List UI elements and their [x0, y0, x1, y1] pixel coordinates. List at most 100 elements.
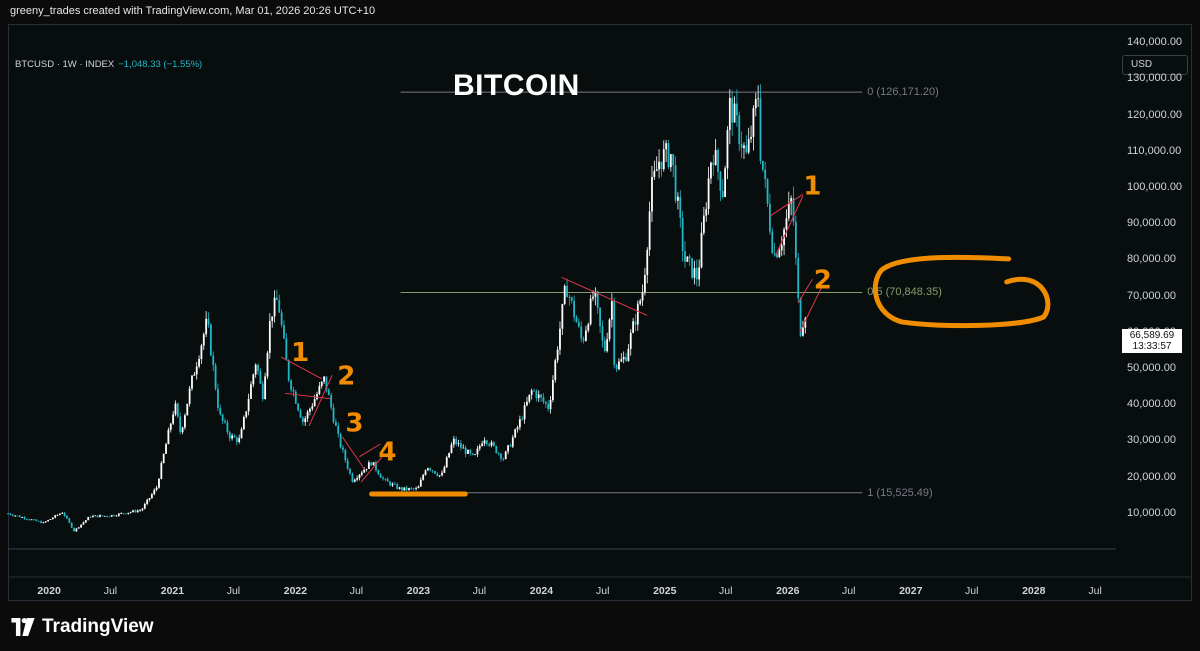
trendline-group	[281, 193, 822, 483]
candle-body	[691, 258, 693, 278]
candle-body	[207, 318, 210, 325]
candle-body	[462, 447, 465, 449]
candle-body	[115, 515, 118, 517]
candle-body	[353, 479, 356, 482]
candle-body	[391, 483, 394, 486]
candle-body	[419, 479, 422, 487]
candle-body	[778, 250, 781, 258]
candle-body	[757, 98, 760, 100]
fib-level-label: 0 (126,171.20)	[867, 86, 939, 99]
candle-body	[651, 176, 653, 212]
candle-body	[9, 513, 12, 515]
candle-body	[136, 510, 139, 513]
candle-body	[320, 381, 323, 387]
candle-body	[490, 442, 493, 446]
candle-body	[436, 473, 439, 476]
candle-body	[70, 522, 73, 528]
candle-body	[549, 400, 552, 410]
candle-body	[629, 332, 632, 349]
candle-body	[337, 425, 340, 434]
annotation-number: 4	[378, 438, 396, 468]
candle-body	[662, 149, 665, 170]
candle-body	[580, 326, 583, 339]
candle-body	[438, 475, 441, 477]
x-tick-label: 2025	[653, 585, 677, 597]
candle-body	[379, 474, 382, 478]
y-tick-label: 120,000.00	[1127, 108, 1183, 121]
y-tick-label: 10,000.00	[1127, 506, 1176, 519]
candle-body	[148, 498, 151, 500]
candle-body	[334, 421, 337, 426]
candle-body	[330, 395, 333, 408]
candle-body	[87, 517, 90, 521]
candle-body	[625, 357, 627, 361]
x-tick-label: Jul	[965, 585, 979, 597]
candle-body	[94, 515, 97, 517]
tradingview-logo-icon	[11, 618, 35, 636]
symbol-name[interactable]: BTCUSD · 1W · INDEX	[15, 59, 115, 70]
candle-body	[575, 317, 578, 323]
annotation-number: 2	[814, 266, 832, 296]
candle-body	[176, 403, 179, 417]
trendline	[360, 454, 385, 483]
y-tick-label: 140,000.00	[1127, 36, 1183, 49]
candle-body	[485, 440, 488, 444]
candle-body	[174, 403, 177, 415]
candle-body	[191, 375, 193, 389]
candle-body	[511, 437, 514, 447]
trendline	[797, 279, 813, 304]
candle-body	[674, 165, 677, 201]
candle-body	[49, 519, 52, 520]
candle-body	[528, 394, 531, 402]
candle-body	[73, 527, 75, 532]
candle-body	[132, 510, 134, 513]
candle-body	[129, 512, 132, 513]
candle-body	[634, 321, 637, 325]
candle-body	[396, 484, 399, 489]
candle-body	[695, 268, 698, 280]
candle-body	[80, 524, 83, 528]
x-tick-label: Jul	[842, 585, 856, 597]
candle-body	[240, 429, 243, 439]
candle-body	[467, 449, 469, 454]
candle-body	[278, 300, 281, 313]
candle-body	[358, 474, 361, 479]
candle-body	[325, 376, 328, 390]
candle-body	[257, 364, 259, 372]
currency-button[interactable]: USD	[1122, 55, 1188, 75]
candle-body	[14, 515, 16, 517]
candle-body	[804, 318, 807, 328]
y-tick-label: 40,000.00	[1127, 398, 1176, 411]
symbol-info[interactable]: BTCUSD · 1W · INDEX −1,048.33 (−1.55%)	[15, 59, 202, 70]
annotation-number: 2	[337, 362, 355, 392]
candle-body	[443, 467, 446, 473]
x-tick-label: 2021	[160, 585, 185, 597]
candle-body	[681, 217, 684, 252]
candle-body	[122, 513, 125, 514]
y-tick-label: 70,000.00	[1127, 289, 1176, 302]
candle-body	[360, 472, 363, 475]
candle-body	[254, 364, 257, 375]
candle-body	[375, 462, 377, 471]
candle-body	[761, 160, 764, 170]
y-tick-label: 90,000.00	[1127, 217, 1176, 230]
candle-body	[636, 303, 639, 325]
candle-body	[28, 519, 31, 521]
candle-body	[186, 403, 189, 416]
x-tick-label: Jul	[719, 585, 733, 597]
candle-body	[792, 198, 795, 222]
x-tick-label: Jul	[226, 585, 241, 597]
candle-body	[113, 515, 116, 516]
candle-body	[717, 150, 719, 172]
candle-body	[559, 328, 561, 350]
y-tick-label: 30,000.00	[1127, 434, 1176, 447]
chart-title: BITCOIN	[453, 69, 580, 102]
x-tick-label: Jul	[596, 585, 610, 597]
candle-body	[184, 415, 186, 428]
y-tick-label: 130,000.00	[1127, 72, 1183, 85]
fib-level-label: 0.5 (70,848.35)	[867, 286, 942, 299]
candle-body	[448, 452, 451, 458]
candle-body	[242, 416, 245, 430]
candle-body	[299, 410, 302, 418]
